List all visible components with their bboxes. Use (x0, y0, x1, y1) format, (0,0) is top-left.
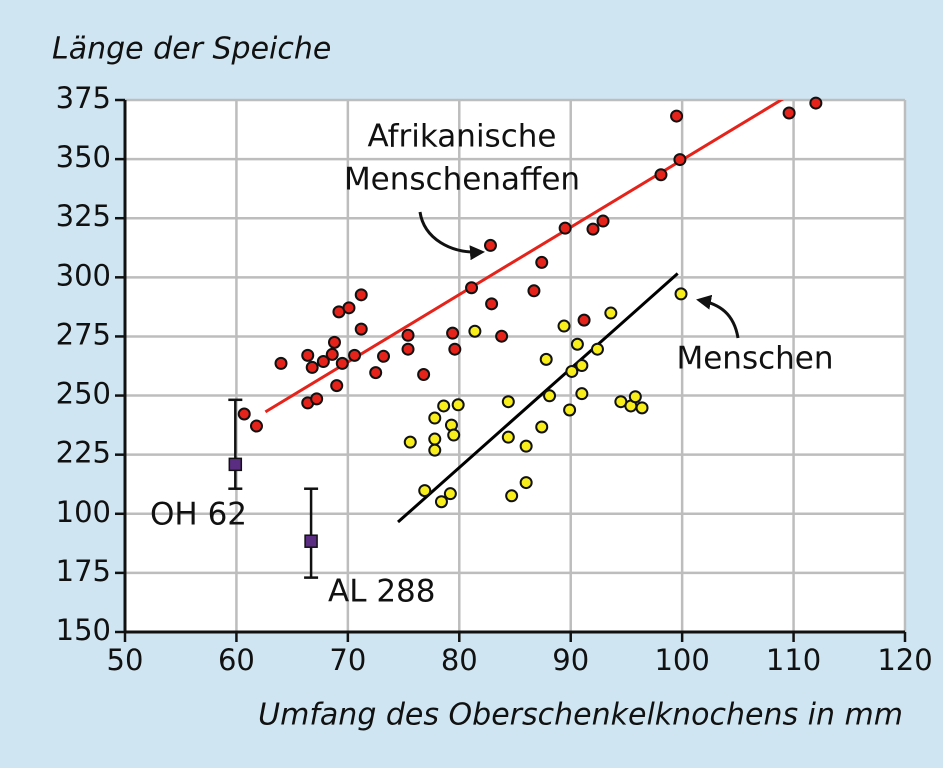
point (558, 221, 572, 235)
point (674, 287, 688, 301)
point (446, 326, 460, 340)
point (596, 214, 610, 228)
point (448, 342, 462, 356)
point (428, 411, 442, 425)
point (483, 238, 497, 252)
point (535, 255, 549, 269)
point (575, 387, 589, 401)
point (428, 443, 442, 457)
point (417, 368, 431, 382)
specimen-label: OH 62 (150, 497, 247, 533)
point (403, 435, 417, 449)
point (327, 335, 341, 349)
x-tick-label: 100 (654, 643, 709, 677)
point (447, 428, 461, 442)
point (485, 297, 499, 311)
point (418, 484, 432, 498)
point (369, 366, 383, 380)
point (570, 337, 584, 351)
point (443, 487, 457, 501)
point (519, 476, 533, 490)
plot-area (125, 100, 905, 632)
point (577, 313, 591, 327)
point (274, 356, 288, 370)
y-tick-label: 275 (56, 317, 111, 351)
point (501, 395, 515, 409)
y-tick-label: 300 (56, 258, 111, 292)
point (310, 392, 324, 406)
point (377, 349, 391, 363)
point (673, 153, 687, 167)
point (465, 281, 479, 295)
specimen-point (304, 534, 318, 548)
point (590, 342, 604, 356)
x-tick-label: 90 (552, 643, 589, 677)
point (543, 389, 557, 403)
point (670, 109, 684, 123)
y-tick-label: 175 (56, 554, 111, 588)
point (557, 319, 571, 333)
point (335, 356, 349, 370)
x-tick-label: 50 (107, 643, 144, 677)
arrow (696, 294, 740, 339)
point (401, 328, 415, 342)
point (586, 222, 600, 236)
annotation: Menschen (676, 341, 833, 377)
y-tick-label: 250 (56, 377, 111, 411)
x-axis-title: Umfang des Oberschenkelknochens in mm (258, 698, 903, 733)
point (635, 401, 649, 415)
annotation: Menschenaffen (344, 162, 580, 198)
point (330, 379, 344, 393)
point (354, 322, 368, 336)
point (654, 168, 668, 182)
x-tick-label: 80 (441, 643, 478, 677)
point (575, 359, 589, 373)
x-tick-label: 70 (329, 643, 366, 677)
point (305, 360, 319, 374)
annotation: Afrikanische (368, 119, 557, 155)
point (428, 432, 442, 446)
x-tick-label: 120 (877, 643, 932, 677)
point (468, 324, 482, 338)
point (348, 348, 362, 362)
specimen-label: AL 288 (328, 574, 436, 610)
point (249, 419, 263, 433)
y-tick-label: 225 (56, 436, 111, 470)
y-tick-label: 325 (56, 199, 111, 233)
point (301, 348, 315, 362)
point (495, 329, 509, 343)
point (325, 347, 339, 361)
point (628, 390, 642, 404)
point (563, 403, 577, 417)
y-tick-label: 375 (56, 81, 111, 115)
point (451, 398, 465, 412)
point (434, 495, 448, 509)
point (565, 364, 579, 378)
specimen-point (228, 457, 243, 472)
y-tick-label: 350 (56, 140, 111, 174)
point (505, 489, 519, 503)
point (501, 430, 515, 444)
point (237, 407, 251, 421)
point (535, 420, 549, 434)
y-tick-label: 100 (56, 495, 111, 529)
point (342, 301, 356, 315)
point (437, 399, 451, 413)
arrow (418, 211, 485, 261)
y-tick-label: 150 (56, 613, 111, 647)
point (527, 284, 541, 298)
point (604, 306, 618, 320)
point (354, 288, 368, 302)
y-axis-title: Länge der Speiche (52, 32, 331, 67)
point (519, 439, 533, 453)
point (539, 352, 553, 366)
point (401, 342, 415, 356)
x-tick-label: 110 (766, 643, 821, 677)
point (316, 355, 330, 369)
point (809, 96, 823, 110)
point (782, 106, 796, 120)
trend-line (397, 272, 679, 524)
x-tick-label: 60 (218, 643, 255, 677)
